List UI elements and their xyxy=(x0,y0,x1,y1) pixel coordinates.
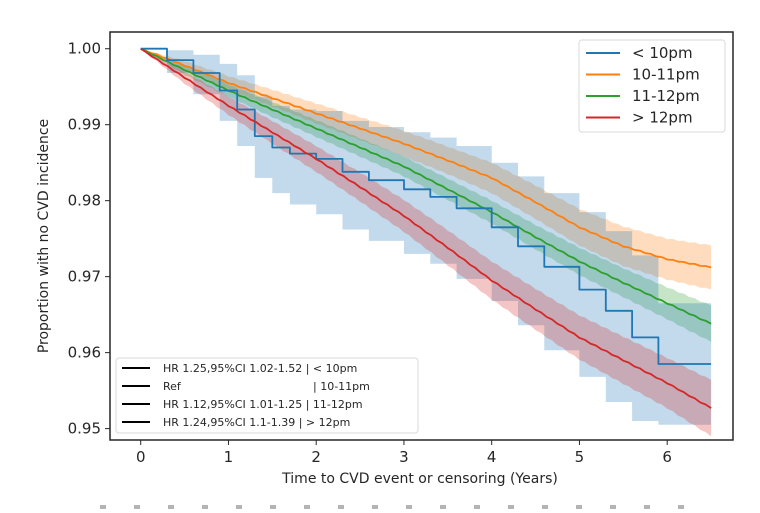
x-tick-label: 2 xyxy=(311,448,321,466)
y-tick-label: 1.00 xyxy=(68,40,101,58)
ci-band-11-12pm xyxy=(140,48,712,342)
ci-band-10-11pm xyxy=(140,48,712,290)
legend-label-before-10pm: < 10pm xyxy=(632,44,693,62)
hr-legend-label: HR 1.12,95%CI 1.01-1.25 | 11-12pm xyxy=(163,398,363,411)
y-axis-label: Proportion with no CVD incidence xyxy=(36,119,52,353)
hr-legend-box xyxy=(115,357,419,434)
plot-area-frame xyxy=(109,31,734,441)
survival-line-11-12pm xyxy=(140,47,712,325)
series-legend-box xyxy=(578,39,726,133)
legend-label-after-12pm: > 12pm xyxy=(632,109,693,127)
hr-legend-label: Ref xyxy=(163,380,182,393)
x-tick-label: 5 xyxy=(575,448,585,466)
x-axis-ticks: 0 1 2 3 4 5 6 xyxy=(136,440,672,466)
x-tick-label: 0 xyxy=(136,448,146,466)
y-tick-label: 0.99 xyxy=(68,116,101,134)
hazard-ratio-legend: HR 1.25,95%CI 1.02-1.52 | < 10pm Ref | 10-… xyxy=(115,357,419,434)
survival-line-before-10pm xyxy=(140,47,712,365)
survival-line-after-12pm xyxy=(140,47,712,409)
x-axis-label: Time to CVD event or censoring (Years) xyxy=(281,471,558,487)
hr-legend-label: HR 1.24,95%CI 1.1-1.39 | > 12pm xyxy=(163,416,350,429)
y-tick-label: 0.98 xyxy=(68,192,101,210)
cropped-caption-fragment xyxy=(100,494,740,509)
ci-band-after-12pm xyxy=(140,48,712,437)
survival-lines xyxy=(140,47,712,409)
y-tick-label: 0.95 xyxy=(68,420,101,438)
x-tick-label: 4 xyxy=(487,448,497,466)
y-axis-ticks: 0.95 0.96 0.97 0.98 0.99 1.00 xyxy=(68,40,110,438)
hr-legend-ref-group: | 10-11pm xyxy=(313,380,370,393)
x-tick-label: 3 xyxy=(399,448,409,466)
x-tick-label: 6 xyxy=(662,448,672,466)
y-tick-label: 0.96 xyxy=(68,344,101,362)
series-legend: < 10pm 10-11pm 11-12pm > 12pm xyxy=(578,39,726,133)
y-tick-label: 0.97 xyxy=(68,268,101,286)
legend-label-11-12pm: 11-12pm xyxy=(632,87,700,105)
hr-legend-label: HR 1.25,95%CI 1.02-1.52 | < 10pm xyxy=(163,362,357,375)
x-tick-label: 1 xyxy=(224,448,234,466)
survival-line-10-11pm xyxy=(140,47,712,269)
legend-label-10-11pm: 10-11pm xyxy=(632,66,700,84)
